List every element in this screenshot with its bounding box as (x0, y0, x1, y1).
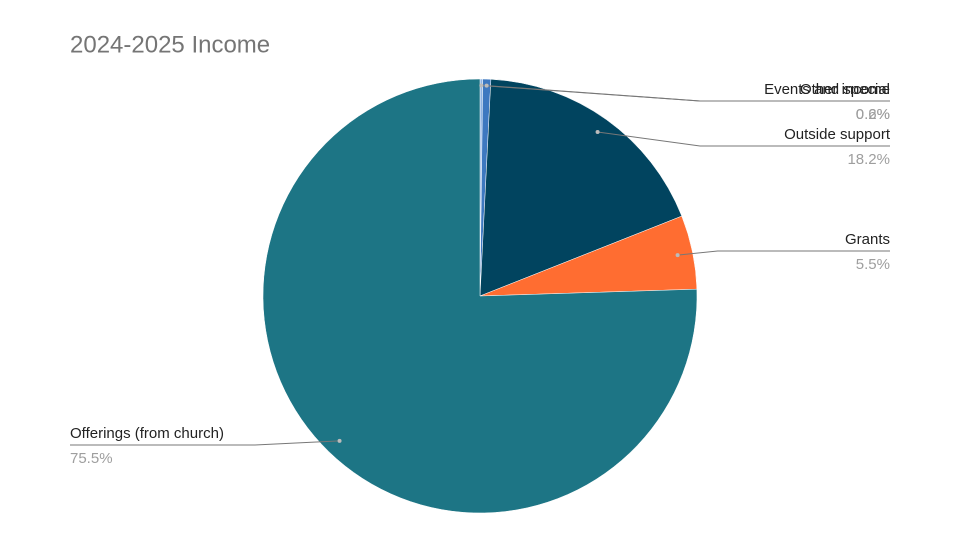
value-label: 5.5% (856, 256, 890, 273)
value-label: 0.6% (856, 106, 890, 123)
value-label: 18.2% (847, 151, 890, 168)
legend-label: Events and special (764, 81, 890, 98)
leader-dot (675, 253, 680, 258)
legend-label: Other income (800, 81, 890, 98)
leader-line (677, 250, 890, 256)
leader-line (70, 440, 340, 446)
legend-label: Grants (845, 231, 890, 248)
leader-line (486, 85, 890, 102)
value-label: 75.5% (70, 450, 113, 467)
chart-title: 2024-2025 Income (70, 31, 270, 58)
legend-label: Offerings (from church) (70, 425, 224, 442)
value-label: 0.2% (856, 106, 890, 123)
pie-slice (479, 79, 683, 297)
legend-label: Outside support (784, 126, 891, 143)
leader-line (597, 131, 890, 147)
leader-dot (595, 129, 600, 134)
pie-slice (262, 78, 698, 514)
leader-dot (337, 438, 342, 443)
leader-dot (479, 83, 484, 88)
leader-dot (484, 83, 489, 88)
